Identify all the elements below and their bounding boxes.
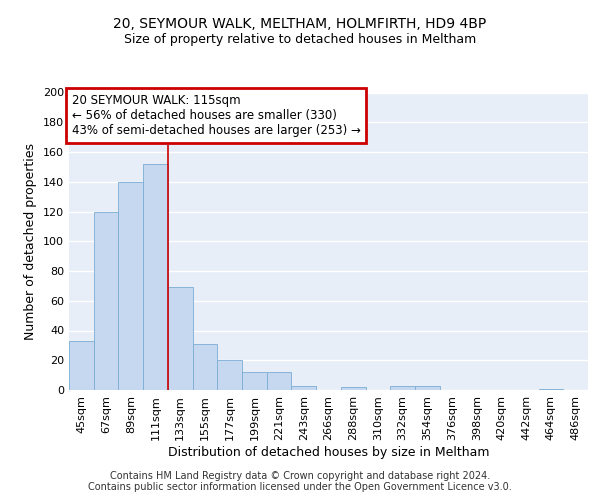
- Text: Contains public sector information licensed under the Open Government Licence v3: Contains public sector information licen…: [88, 482, 512, 492]
- X-axis label: Distribution of detached houses by size in Meltham: Distribution of detached houses by size …: [168, 446, 489, 458]
- Bar: [143, 164, 168, 390]
- Bar: [267, 372, 292, 390]
- Bar: [217, 360, 242, 390]
- Bar: [415, 386, 440, 390]
- Bar: [341, 387, 365, 390]
- Y-axis label: Number of detached properties: Number of detached properties: [25, 143, 37, 340]
- Bar: [118, 182, 143, 390]
- Text: Contains HM Land Registry data © Crown copyright and database right 2024.: Contains HM Land Registry data © Crown c…: [110, 471, 490, 481]
- Bar: [242, 372, 267, 390]
- Bar: [539, 388, 563, 390]
- Bar: [168, 288, 193, 390]
- Bar: [390, 386, 415, 390]
- Text: 20, SEYMOUR WALK, MELTHAM, HOLMFIRTH, HD9 4BP: 20, SEYMOUR WALK, MELTHAM, HOLMFIRTH, HD…: [113, 17, 487, 31]
- Text: Size of property relative to detached houses in Meltham: Size of property relative to detached ho…: [124, 32, 476, 46]
- Bar: [69, 341, 94, 390]
- Bar: [292, 386, 316, 390]
- Bar: [94, 212, 118, 390]
- Bar: [193, 344, 217, 390]
- Text: 20 SEYMOUR WALK: 115sqm
← 56% of detached houses are smaller (330)
43% of semi-d: 20 SEYMOUR WALK: 115sqm ← 56% of detache…: [71, 94, 361, 137]
